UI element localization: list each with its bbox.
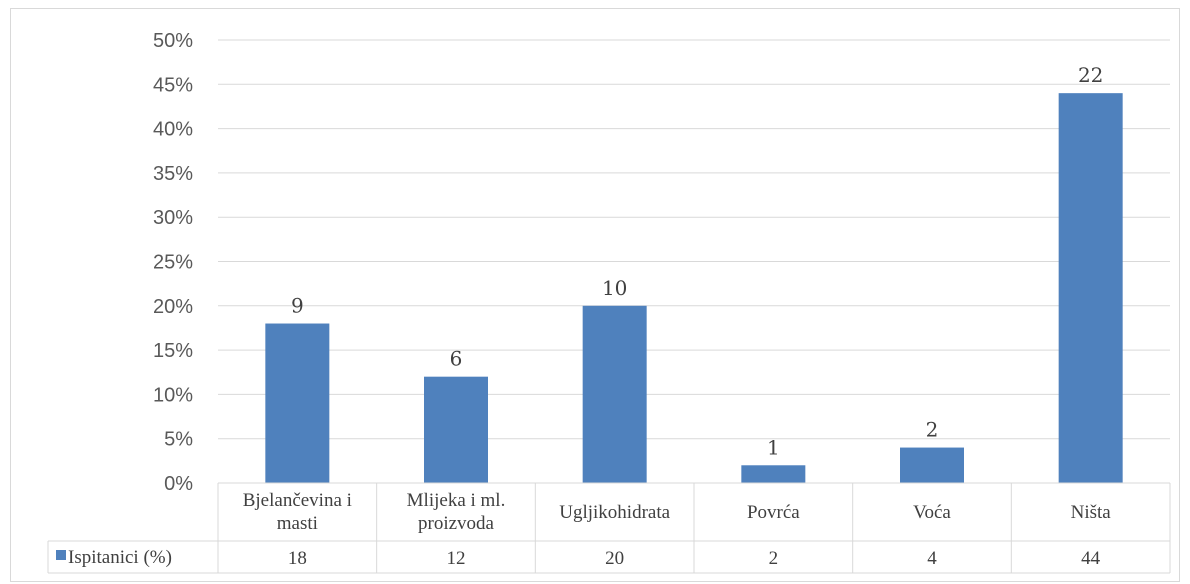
category-label: masti <box>277 513 318 534</box>
data-label: 2 <box>926 418 939 442</box>
category-label: Povrća <box>747 502 800 523</box>
data-label: 10 <box>602 276 627 300</box>
bar <box>424 376 488 483</box>
table-value: 2 <box>769 548 779 569</box>
y-tick-label: 15% <box>153 340 193 362</box>
y-tick-label: 25% <box>153 252 193 274</box>
y-tick-label: 35% <box>153 163 193 185</box>
y-tick-label: 5% <box>164 429 193 451</box>
category-label: Ništa <box>1071 502 1112 523</box>
legend-label: Ispitanici (%) <box>68 547 172 568</box>
category-label: proizvoda <box>418 513 495 534</box>
category-label: Bjelančevina i <box>243 490 352 511</box>
data-label: 22 <box>1078 63 1103 87</box>
table-value: 4 <box>927 548 937 569</box>
y-tick-label: 40% <box>153 119 193 141</box>
y-tick-label: 45% <box>153 74 193 96</box>
y-tick-label: 30% <box>153 207 193 229</box>
data-label: 6 <box>450 347 463 371</box>
y-tick-label: 20% <box>153 296 193 318</box>
y-tick-label: 0% <box>164 473 193 495</box>
bar <box>900 447 964 483</box>
bar <box>741 465 806 483</box>
data-label: 1 <box>767 435 780 459</box>
table-value: 12 <box>447 548 466 569</box>
y-tick-label: 10% <box>153 384 193 406</box>
bar <box>265 323 330 483</box>
chart-frame <box>10 8 1180 582</box>
legend-swatch <box>56 550 66 560</box>
category-label: Voća <box>913 502 951 523</box>
table-value: 44 <box>1081 548 1101 569</box>
category-label: Mlijeka i ml. <box>407 490 506 511</box>
bar <box>1058 93 1123 483</box>
y-tick-label: 50% <box>153 30 193 52</box>
table-value: 20 <box>605 548 624 569</box>
category-label: Ugljikohidrata <box>559 502 670 523</box>
table-value: 18 <box>288 548 307 569</box>
data-label: 9 <box>291 294 304 318</box>
bar <box>582 305 647 483</box>
